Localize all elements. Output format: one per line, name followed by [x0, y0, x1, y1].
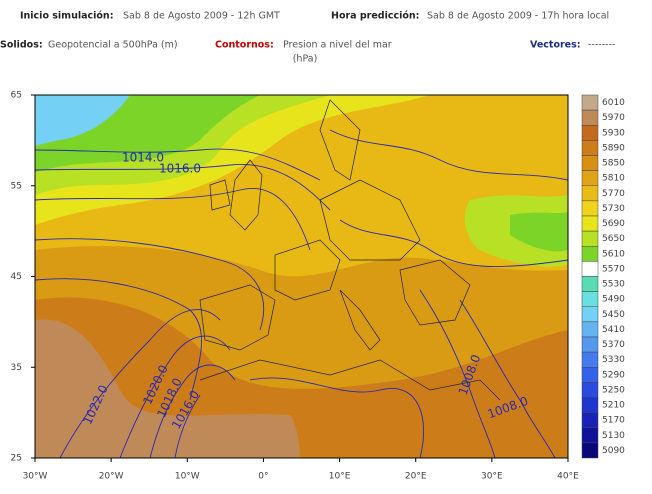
colorbar-label: 5450 [602, 310, 625, 320]
colorbar-label: 6010 [602, 98, 625, 108]
colorbar-label: 5410 [602, 325, 625, 335]
colorbar-label: 5490 [602, 295, 625, 305]
sim-label: Inicio simulación: [20, 11, 114, 22]
colorbar-label: 5570 [602, 264, 625, 274]
colorbar-label: 5330 [602, 355, 625, 365]
lat-label: 45 [11, 272, 22, 282]
lon-label: 40°E [557, 472, 579, 482]
colorbar-label: 5930 [602, 128, 625, 138]
colorbar-cell [581, 140, 599, 156]
lat-label: 35 [11, 363, 22, 373]
colorbar-cell [581, 336, 599, 353]
colorbar-label: 5370 [602, 340, 625, 350]
solidos-label: Solidos: [0, 40, 43, 51]
colorbar-label: 5250 [602, 385, 625, 395]
lon-label: 10°W [175, 472, 200, 482]
colorbar: 6010 5970 5930 5890 5850 5810 5770 5730 5690 5650… [581, 94, 625, 459]
colorbar-cell [581, 306, 599, 323]
colorbar-label: 5210 [602, 401, 625, 411]
contour-label: 1014.0 [122, 151, 164, 165]
colorbar-cell [581, 397, 599, 413]
lat-label: 55 [11, 181, 22, 191]
vectores-label: Vectores: [530, 40, 581, 51]
colorbar-label: 5170 [602, 416, 625, 426]
vectores-value: -------- [588, 40, 615, 51]
lon-label: 20°E [405, 472, 427, 482]
solidos-value: Geopotencial a 500hPa (m) [48, 40, 178, 51]
colorbar-cell [581, 351, 599, 368]
pred-label: Hora predicción: [331, 11, 419, 22]
lon-label: 0° [258, 472, 268, 482]
colorbar-cell [581, 94, 599, 111]
colorbar-cell [581, 291, 599, 307]
colorbar-label: 5970 [602, 113, 625, 123]
colorbar-cell [581, 230, 599, 247]
lon-label: 10°E [329, 472, 351, 482]
map: 1014.0 1016.0 1022.0 1020.0 1018.0 1016.… [34, 94, 569, 459]
lon-label: 20°W [99, 472, 124, 482]
colorbar-label: 5890 [602, 143, 625, 153]
colorbar-cell [581, 412, 599, 428]
colorbar-label: 5610 [602, 249, 625, 259]
colorbar-cell [581, 125, 599, 141]
colorbar-label: 5290 [602, 370, 625, 380]
colorbar-label: 5530 [602, 280, 625, 290]
contour-label: 1016.0 [159, 162, 201, 176]
lon-label: 30°W [23, 472, 48, 482]
colorbar-label: 5650 [602, 234, 625, 244]
colorbar-label: 5130 [602, 431, 625, 441]
lon-label: 30°E [481, 472, 503, 482]
colorbar-cell [581, 382, 599, 398]
colorbar-cell [581, 155, 599, 171]
colorbar-label: 5730 [602, 204, 625, 214]
colorbar-cell [581, 261, 599, 277]
contornos-value: Presion a nivel del mar [283, 40, 392, 51]
lat-label: 65 [11, 91, 22, 101]
colorbar-cell [581, 442, 599, 459]
colorbar-cell [581, 367, 599, 383]
colorbar-cell [581, 276, 599, 292]
colorbar-label: 5810 [602, 174, 625, 184]
colorbar-cell [581, 215, 599, 232]
colorbar-label: 5690 [602, 219, 625, 229]
colorbar-cell [581, 246, 599, 262]
contornos-label: Contornos: [215, 40, 274, 51]
sim-value: Sab 8 de Agosto 2009 - 12h GMT [123, 11, 280, 22]
colorbar-cell [581, 185, 599, 202]
colorbar-cell [581, 200, 599, 217]
contornos-unit: (hPa) [293, 54, 318, 65]
colorbar-cell [581, 321, 599, 338]
colorbar-label: 5090 [602, 446, 625, 456]
pred-value: Sab 8 de Agosto 2009 - 17h hora local [427, 11, 609, 22]
lat-label: 25 [11, 454, 22, 464]
colorbar-label: 5770 [602, 189, 625, 199]
colorbar-cell [581, 427, 599, 444]
colorbar-cell [581, 170, 599, 186]
colorbar-label: 5850 [602, 159, 625, 169]
colorbar-cell [581, 109, 599, 126]
